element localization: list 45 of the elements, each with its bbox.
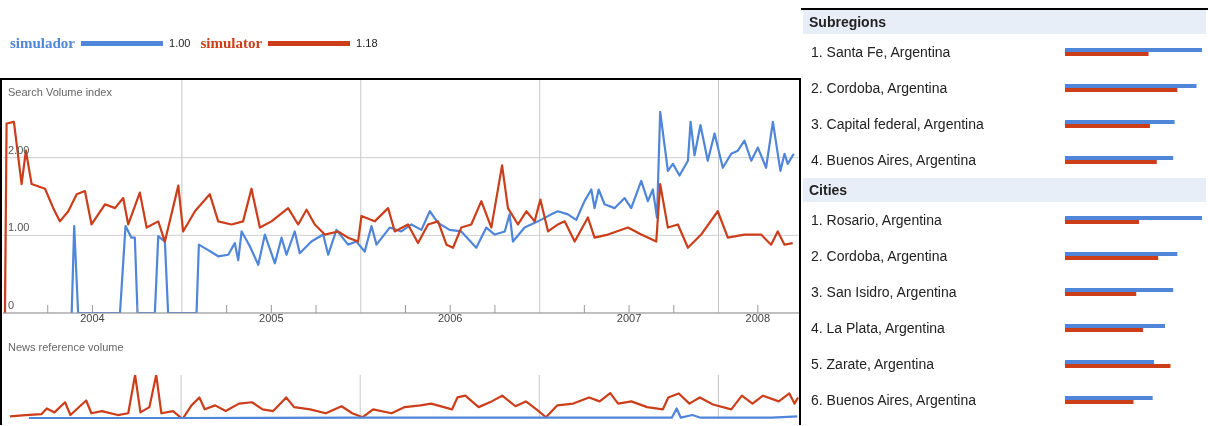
y-tick-label: 4. Buenos Aires, Argentina <box>811 152 977 168</box>
y-tick-label: 3. Capital federal, Argentina <box>811 116 984 132</box>
bar <box>1065 324 1166 328</box>
bar <box>1065 48 1202 52</box>
y-tick-label: 1. Santa Fe, Argentina <box>811 44 951 60</box>
bar <box>1065 328 1144 332</box>
bar <box>1065 252 1178 256</box>
bar <box>1065 84 1197 88</box>
y-tick-label: 4. La Plata, Argentina <box>811 320 946 336</box>
bar <box>1065 216 1202 220</box>
y-tick-label: 0 <box>8 299 15 311</box>
x-tick-label: 2004 <box>80 312 105 324</box>
y-tick-label: 6. Buenos Aires, Argentina <box>811 392 977 408</box>
bar <box>1065 156 1174 160</box>
x-tick-label: 2008 <box>745 312 771 324</box>
y-tick-label: 3. San Isidro, Argentina <box>811 284 957 300</box>
text: Cities <box>803 178 1206 202</box>
x-tick-label: 2007 <box>616 312 642 324</box>
bar <box>1065 88 1178 92</box>
text: simulator <box>200 34 263 52</box>
text: 1.00 <box>169 37 191 49</box>
text: simulador <box>10 34 76 52</box>
bar <box>1065 220 1139 224</box>
x-tick-label: 2006 <box>437 312 463 324</box>
text: 1.18 <box>356 37 378 49</box>
bar <box>1065 292 1137 296</box>
bar <box>1065 360 1155 364</box>
y-tick-label: 5. Zarate, Argentina <box>811 356 935 372</box>
bar <box>1065 364 1171 368</box>
bar <box>1065 120 1175 124</box>
y-tick-label: 1. Rosario, Argentina <box>811 212 942 228</box>
bar <box>1065 52 1149 56</box>
y-axis-title: News reference volume <box>8 341 124 353</box>
bar <box>1065 256 1159 260</box>
y-tick-label: 2. Cordoba, Argentina <box>811 248 948 264</box>
bar <box>1065 400 1134 404</box>
y-tick-label: 2. Cordoba, Argentina <box>811 80 948 96</box>
bar <box>1065 288 1174 292</box>
y-axis-title: Search Volume index <box>8 86 112 98</box>
bar <box>1065 396 1153 400</box>
bar <box>1065 160 1157 164</box>
text: Subregions <box>803 10 1206 34</box>
y-tick-label: 1.00 <box>8 221 30 234</box>
bar <box>1065 124 1150 128</box>
x-tick-label: 2005 <box>259 312 284 324</box>
